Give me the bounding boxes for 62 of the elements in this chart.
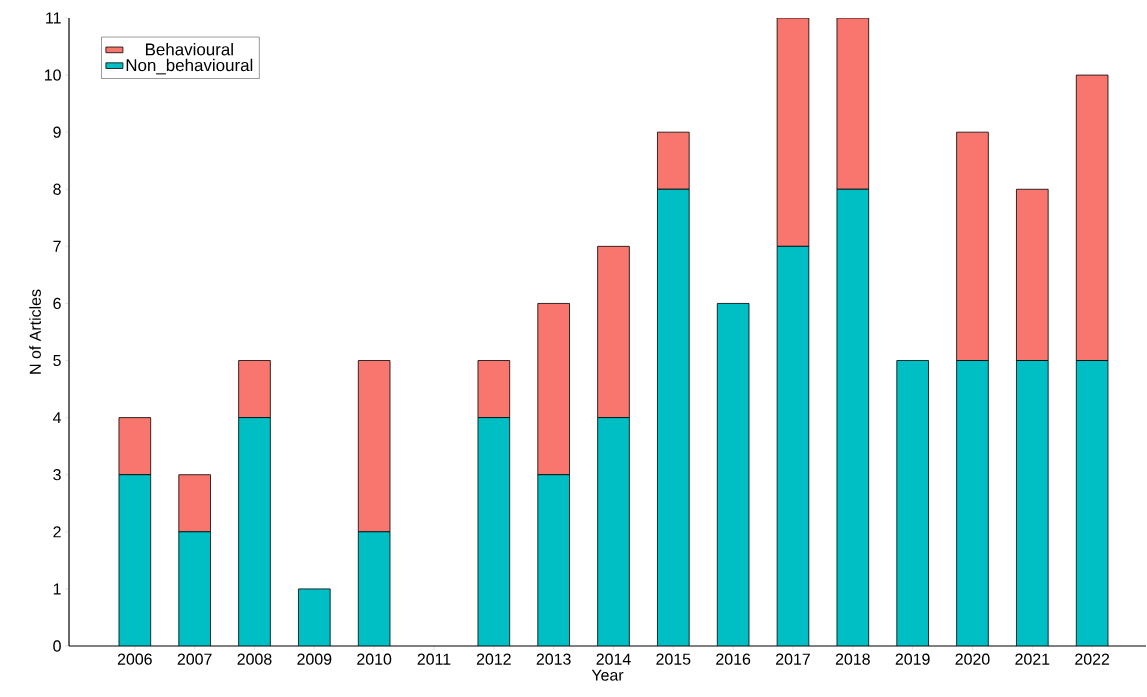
y-tick-label: 8 xyxy=(53,183,61,195)
y-tick-label: 3 xyxy=(53,469,61,481)
x-tick-label: 2021 xyxy=(1015,653,1050,665)
bar xyxy=(657,131,690,190)
y-tick-label: 11 xyxy=(46,12,61,24)
bar xyxy=(836,189,869,646)
bar xyxy=(118,474,151,646)
y-tick-label: 7 xyxy=(53,240,61,252)
y-tick-label: 10 xyxy=(44,69,61,81)
y-tick-label: 2 xyxy=(53,526,61,538)
bar xyxy=(238,360,271,419)
bar xyxy=(896,360,929,646)
x-tick-label: 2019 xyxy=(895,653,930,665)
x-tick-label: 2010 xyxy=(357,653,392,665)
bar xyxy=(358,531,391,646)
legend-label: Non_behavioural xyxy=(126,58,253,75)
bar xyxy=(1075,360,1109,646)
bar xyxy=(777,246,809,646)
x-axis-title: Year xyxy=(591,669,624,681)
y-tick-label: 9 xyxy=(53,126,61,138)
bar xyxy=(956,360,989,646)
y-tick-label: 6 xyxy=(53,297,61,310)
bar xyxy=(238,417,271,646)
bar xyxy=(477,360,511,419)
bar xyxy=(477,417,510,646)
x-tick-label: 2016 xyxy=(716,653,751,665)
y-axis-title: N of Articles xyxy=(29,289,41,374)
x-tick-label: 2014 xyxy=(596,653,631,665)
x-tick-label: 2022 xyxy=(1075,653,1110,665)
bar xyxy=(956,131,989,361)
y-tick-label: 4 xyxy=(52,412,62,424)
bar xyxy=(298,588,331,646)
x-tick-label: 2020 xyxy=(955,653,990,665)
y-tick-label: 1 xyxy=(53,583,61,595)
bar xyxy=(537,303,570,476)
bar xyxy=(836,17,870,190)
bar xyxy=(1016,188,1049,361)
bar xyxy=(1075,74,1109,361)
bar xyxy=(357,360,391,533)
x-tick-label: 2007 xyxy=(177,653,212,665)
x-tick-label: 2015 xyxy=(656,653,691,665)
bar xyxy=(597,245,630,419)
x-tick-label: 2013 xyxy=(536,653,571,665)
bar xyxy=(717,303,750,646)
y-tick-label: 5 xyxy=(53,354,61,367)
x-tick-label: 2011 xyxy=(417,653,451,665)
x-tick-label: 2006 xyxy=(117,653,152,665)
legend-label: Behavioural xyxy=(146,43,233,56)
x-tick-label: 2009 xyxy=(297,653,332,665)
bar xyxy=(1016,360,1049,646)
x-tick-label: 2018 xyxy=(835,653,870,665)
bar xyxy=(537,474,570,646)
bar xyxy=(597,417,630,646)
x-tick-label: 2017 xyxy=(776,653,810,665)
bar xyxy=(118,417,152,476)
y-tick-label: 0 xyxy=(53,640,61,652)
bar xyxy=(776,17,810,247)
bar xyxy=(178,531,211,646)
x-tick-label: 2012 xyxy=(476,653,511,665)
x-tick-label: 2008 xyxy=(237,653,272,665)
bar xyxy=(657,189,690,646)
bar xyxy=(178,474,211,533)
